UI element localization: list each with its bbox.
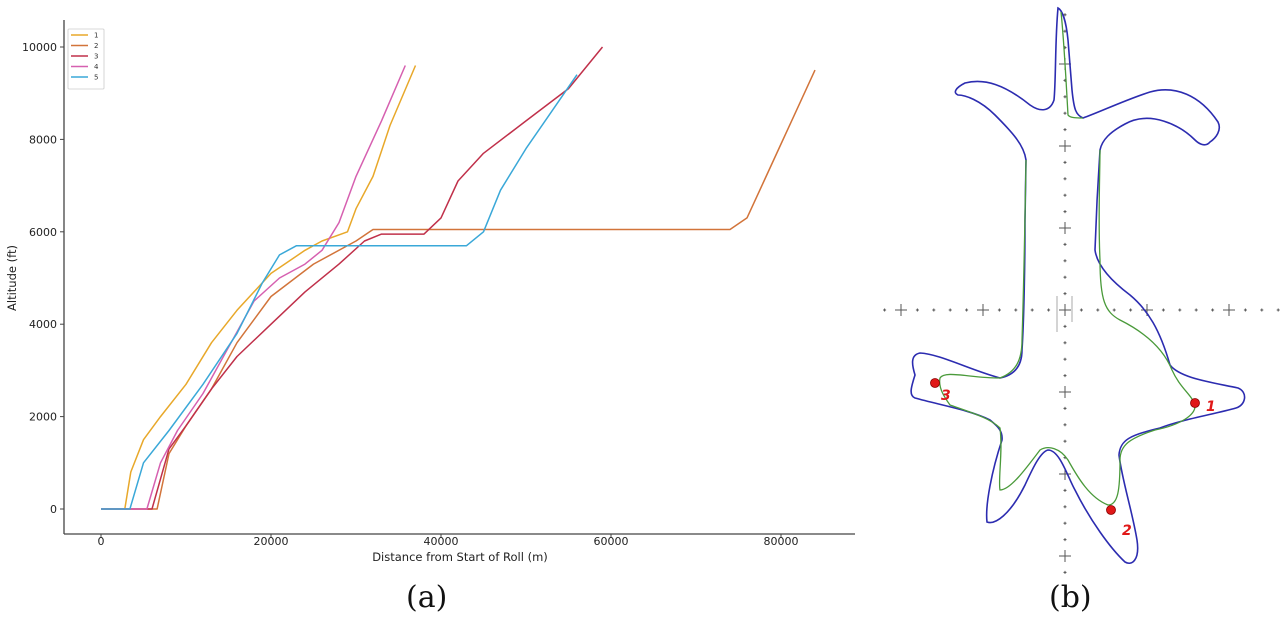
marker-2-dot	[1106, 505, 1116, 515]
caption-b: (b)	[1049, 580, 1092, 615]
marker-1-dot	[1190, 398, 1200, 408]
y-tick-label: 6000	[29, 226, 57, 239]
legend-label: 5	[94, 74, 98, 82]
markers: 1 2 3	[930, 378, 1216, 539]
marker-2-label: 2	[1122, 523, 1132, 539]
x-ticks: 0 20000 40000 60000 80000	[98, 534, 799, 548]
series-1-line	[101, 65, 417, 510]
legend-box	[67, 28, 105, 90]
y-ticks: 0 2000 4000 6000 8000 10000	[22, 41, 64, 516]
legend-label: 1	[94, 32, 98, 40]
outline-path	[910, 6, 1246, 564]
x-tick-label: 0	[98, 535, 105, 548]
chart-axes	[63, 20, 855, 535]
series-4-line	[101, 65, 406, 510]
series-lines	[101, 46, 816, 510]
marker-1-label: 1	[1206, 399, 1216, 415]
y-tick-label: 0	[50, 503, 57, 516]
y-tick-label: 4000	[29, 318, 57, 331]
marker-3-label: 3	[941, 388, 951, 404]
y-tick-label: 2000	[29, 411, 57, 424]
x-tick-label: 80000	[764, 535, 799, 548]
x-tick-label: 20000	[254, 535, 289, 548]
series-2-line	[101, 69, 816, 510]
x-tick-label: 40000	[424, 535, 459, 548]
legend-label: 3	[94, 53, 98, 61]
y-axis-label: Altitude (ft)	[5, 245, 19, 311]
x-axis-label: Distance from Start of Roll (m)	[372, 550, 548, 564]
caption-a: (a)	[406, 580, 448, 615]
y-tick-label: 10000	[22, 41, 57, 54]
panel-b-diagram: 1 2 3	[883, 6, 1280, 574]
series-5-line	[101, 74, 578, 510]
x-tick-label: 60000	[594, 535, 629, 548]
legend: 1 2 3 4 5	[67, 28, 105, 90]
legend-label: 2	[94, 42, 98, 50]
legend-label: 4	[94, 63, 99, 71]
panel-a-chart: 0 20000 40000 60000 80000 0 2000 4000 6000 8000 1…	[5, 20, 855, 564]
marker-3-dot	[930, 378, 940, 388]
y-tick-label: 8000	[29, 133, 57, 146]
series-3-line	[101, 46, 604, 510]
crosshair-grid	[883, 13, 1280, 574]
flight-path	[939, 11, 1196, 506]
